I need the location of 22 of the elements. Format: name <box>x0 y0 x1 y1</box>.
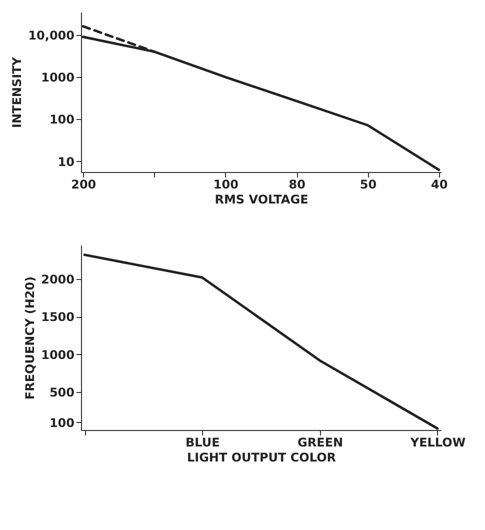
x-tick-label: GREEN <box>298 436 344 450</box>
y-tick-label: 500 <box>49 386 74 400</box>
y-tick-label: 10,000 <box>28 28 74 42</box>
y-tick-label: 2000 <box>41 272 74 286</box>
y-tick-label: 10 <box>58 154 74 169</box>
x-tick-label: 100 <box>213 178 238 192</box>
y-tick-label: 100 <box>49 112 74 127</box>
y-tick-label: 1500 <box>41 310 74 324</box>
y-axis-title: INTENSITY <box>10 56 24 128</box>
x-axis-title: LIGHT OUTPUT COLOR <box>186 450 336 464</box>
x-tick-label: YELLOW <box>409 436 466 450</box>
x-tick-label: 40 <box>431 178 448 192</box>
y-tick-label: 100 <box>49 416 74 430</box>
x-axis-title: RMS VOLTAGE <box>214 192 308 206</box>
y-tick-label: 1000 <box>41 70 74 85</box>
y-tick-label: 1000 <box>41 348 74 362</box>
y-axis-title: FREQUENCY (H20) <box>23 276 38 400</box>
x-tick-label: 80 <box>288 178 306 192</box>
x-tick-label: BLUE <box>186 436 220 450</box>
line-series <box>83 254 439 430</box>
x-tick-label: 200 <box>71 178 96 192</box>
x-tick-label: 50 <box>360 178 377 192</box>
